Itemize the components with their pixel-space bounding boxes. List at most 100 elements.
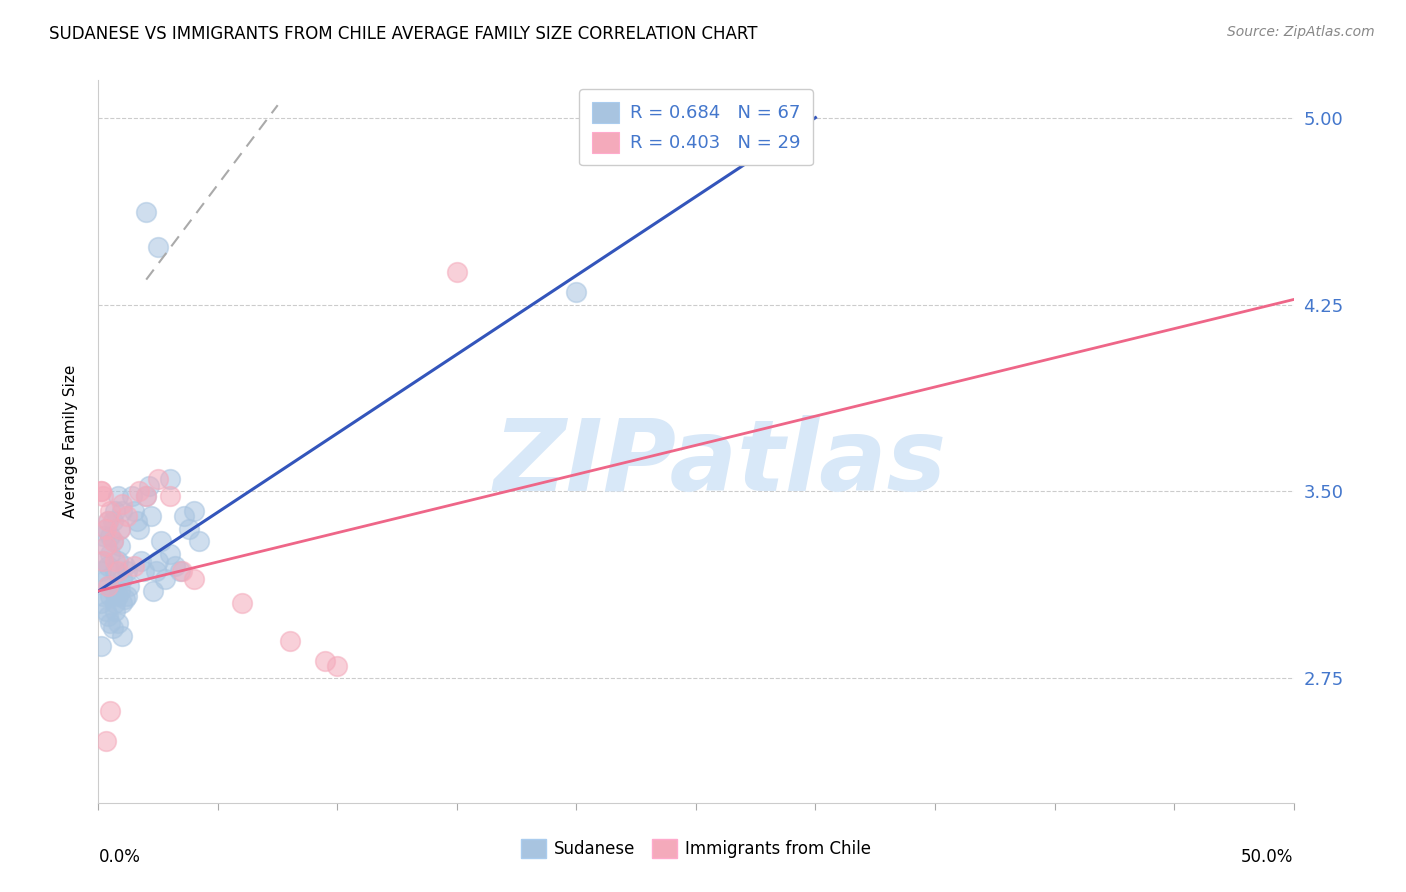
Point (115, 564, 138, 578)
Point (446, 265, 468, 279)
Point (124, 559, 146, 574)
Point (111, 572, 134, 586)
Point (104, 564, 127, 578)
Point (94, 604, 117, 618)
Point (121, 489, 143, 503)
Point (107, 616, 129, 631)
Point (565, 285, 588, 299)
Point (155, 572, 177, 586)
Point (114, 591, 136, 606)
Point (149, 534, 172, 549)
Text: 50.0%: 50.0% (1241, 847, 1294, 865)
Point (115, 509, 138, 524)
Point (90, 597, 112, 611)
Point (231, 597, 253, 611)
Point (111, 597, 134, 611)
Point (91, 554, 114, 568)
Point (278, 633, 301, 648)
Point (187, 534, 209, 549)
Point (145, 564, 167, 578)
Point (115, 589, 138, 603)
Point (108, 539, 131, 553)
Point (101, 534, 124, 549)
Point (94, 572, 117, 586)
Point (128, 522, 150, 536)
Point (90, 484, 112, 499)
Point (90, 564, 112, 578)
Point (125, 514, 148, 528)
Point (142, 584, 165, 599)
Point (135, 489, 157, 503)
Point (101, 584, 124, 599)
Point (94, 522, 117, 536)
Point (131, 554, 153, 568)
Point (101, 621, 124, 635)
Point (91, 489, 114, 503)
Point (148, 554, 170, 568)
Point (94, 539, 117, 553)
Point (98, 704, 122, 718)
Y-axis label: Average Family Size: Average Family Size (63, 365, 77, 518)
Point (138, 479, 160, 493)
Point (108, 584, 131, 599)
Point (97, 609, 120, 624)
Point (111, 629, 134, 643)
Point (91, 529, 114, 543)
Point (159, 489, 181, 503)
Point (98, 547, 122, 561)
Point (132, 564, 155, 578)
Point (183, 572, 205, 586)
Point (108, 522, 131, 536)
Point (107, 564, 129, 578)
Text: SUDANESE VS IMMIGRANTS FROM CHILE AVERAGE FAMILY SIZE CORRELATION CHART: SUDANESE VS IMMIGRANTS FROM CHILE AVERAG… (49, 25, 758, 43)
Point (97, 514, 120, 528)
Point (326, 658, 349, 673)
Point (173, 509, 195, 524)
Point (107, 489, 129, 503)
Point (135, 205, 157, 219)
Point (139, 509, 162, 524)
Point (94, 733, 117, 747)
Point (91, 589, 114, 603)
Point (128, 484, 150, 499)
Point (169, 564, 191, 578)
Point (118, 579, 141, 593)
Point (94, 539, 117, 553)
Point (111, 497, 134, 511)
Point (98, 504, 122, 518)
Legend: Sudanese, Immigrants from Chile: Sudanese, Immigrants from Chile (512, 830, 880, 867)
Text: Source: ZipAtlas.com: Source: ZipAtlas.com (1227, 25, 1375, 39)
Point (97, 579, 120, 593)
Text: 0.0%: 0.0% (98, 847, 141, 865)
Text: ZIPatlas: ZIPatlas (494, 415, 946, 512)
Point (111, 504, 134, 518)
Point (104, 604, 127, 618)
Point (101, 534, 124, 549)
Point (91, 554, 114, 568)
Point (159, 547, 181, 561)
Point (97, 514, 120, 528)
Point (159, 472, 181, 486)
Point (90, 639, 112, 653)
Point (183, 504, 205, 518)
Point (148, 240, 170, 254)
Point (148, 472, 170, 486)
Point (97, 579, 120, 593)
Point (107, 554, 129, 568)
Point (94, 522, 117, 536)
Point (108, 522, 131, 536)
Point (104, 597, 127, 611)
Point (179, 522, 201, 536)
Point (104, 554, 127, 568)
Point (315, 654, 337, 668)
Point (172, 564, 194, 578)
Point (114, 559, 136, 574)
Point (124, 504, 146, 518)
Point (101, 514, 124, 528)
Point (163, 559, 186, 574)
Point (98, 589, 122, 603)
Point (97, 559, 120, 574)
Point (90, 484, 112, 499)
Point (135, 489, 157, 503)
Point (98, 529, 122, 543)
